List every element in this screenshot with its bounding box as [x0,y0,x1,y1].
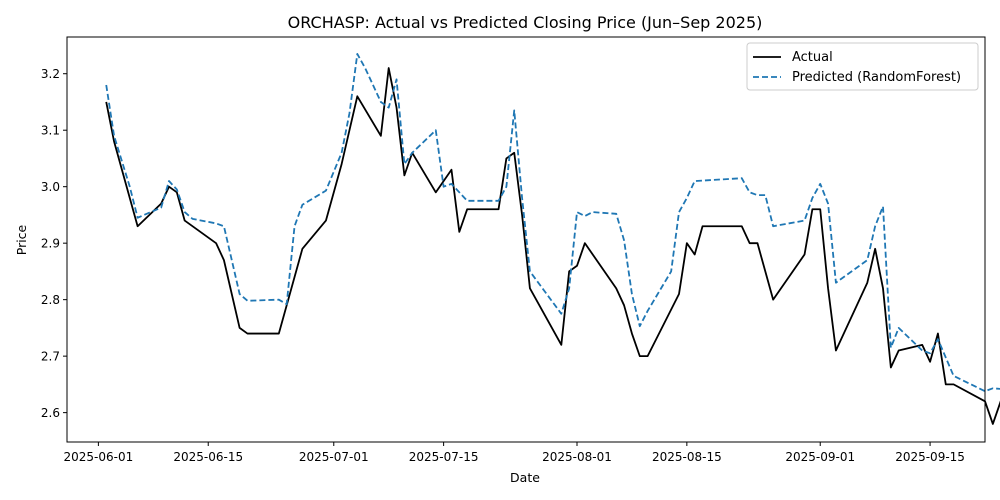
y-tick-label: 3.2 [41,67,60,81]
x-tick-label: 2025-08-01 [542,450,612,464]
series-line-actual [105,67,1000,425]
plot-frame [66,36,986,443]
x-axis-label: Date [510,470,540,485]
legend: Actual Predicted (RandomForest) [746,42,979,91]
x-tick-label: 2025-06-15 [173,450,243,464]
x-tick-label: 2025-09-15 [895,450,965,464]
y-axis: 2.6 2.7 2.8 2.9 3.0 3.1 3.2 [41,67,67,420]
x-tick-label: 2025-06-01 [64,450,134,464]
x-tick-label: 2025-09-01 [785,450,855,464]
plot-area [105,53,1000,425]
y-tick-label: 3.1 [41,124,60,138]
y-tick-label: 2.8 [41,293,60,307]
legend-box [746,42,979,91]
legend-label-predicted: Predicted (RandomForest) [792,70,961,85]
x-tick-label: 2025-07-01 [299,450,369,464]
chart-title: ORCHASP: Actual vs Predicted Closing Pri… [288,13,763,32]
legend-label-actual: Actual [792,50,833,65]
x-tick-label: 2025-08-15 [652,450,722,464]
x-tick-label: 2025-07-15 [409,450,479,464]
series-line-predicted [105,53,1000,393]
y-tick-label: 2.6 [41,406,60,420]
y-axis-label: Price [14,224,29,255]
x-axis: 2025-06-01 2025-06-15 2025-07-01 2025-07-15… [64,442,965,464]
y-tick-label: 2.7 [41,350,60,364]
y-tick-label: 3.0 [41,180,60,194]
y-tick-label: 2.9 [41,237,60,251]
